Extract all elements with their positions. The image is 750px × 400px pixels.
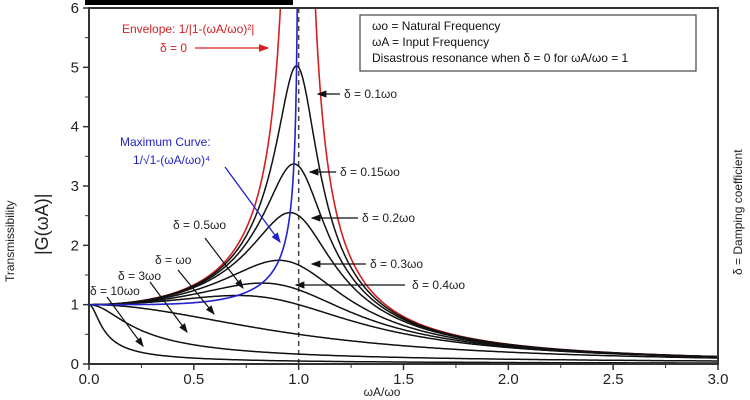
envelope-label: Envelope: 1/|1-(ωA/ωo)²|	[122, 22, 254, 36]
series-label: δ = 0.2ωo	[362, 211, 415, 225]
maximum-curve	[89, 8, 299, 306]
x-tick-label: 2.0	[498, 371, 519, 388]
maximum-curve-formula: 1/√1-(ωA/ωo)⁴	[133, 153, 210, 167]
series-label: δ = 10ωo	[90, 284, 140, 298]
series-label-arrow	[106, 296, 144, 347]
x-tick-label: 0.5	[183, 371, 204, 388]
damping-curve	[89, 303, 718, 364]
y-tick-label: 2	[71, 237, 79, 254]
series-label: δ = 0.1ωo	[344, 87, 397, 101]
x-tick-label: 0.0	[79, 371, 100, 388]
y-tick-label: 1	[71, 297, 79, 314]
x-tick-label: 1.5	[393, 371, 414, 388]
legend-line-3: Disastrous resonance when δ = 0 for ωA/ω…	[372, 51, 629, 65]
series-label: δ = 0.3ωo	[370, 257, 423, 271]
x-tick-label: 3.0	[708, 371, 729, 388]
right-axis-label: δ = Damping coefficient	[731, 149, 745, 275]
y-tick-label: 6	[71, 0, 79, 17]
series-label: δ = 3ωo	[118, 269, 161, 283]
series-label: δ = ωo	[155, 253, 192, 267]
y-tick-label: 4	[71, 119, 79, 136]
x-tick-label: 2.5	[603, 371, 624, 388]
legend-line-1: ωo = Natural Frequency	[372, 19, 500, 33]
series-label-arrow	[204, 237, 244, 289]
series-label: δ = 0.4ωo	[412, 278, 465, 292]
damping-curve	[89, 303, 718, 359]
damping-curve	[89, 294, 718, 358]
x-axis-label: ωA/ωo	[364, 385, 401, 399]
y-axis-label: Transmissibility	[3, 200, 17, 282]
series-label: δ = 0.5ωo	[173, 218, 226, 232]
series-label: δ = 0.15ωo	[340, 165, 400, 179]
envelope-delta-label: δ = 0	[160, 41, 187, 55]
x-tick-label: 1.0	[288, 371, 309, 388]
y-axis-symbol: |G(ωA)|	[32, 194, 52, 255]
legend-box: ωo = Natural Frequency ωA = Input Freque…	[359, 14, 697, 72]
damping-curve	[89, 303, 718, 362]
top-black-bar	[85, 0, 293, 5]
series-label-arrow	[177, 269, 215, 315]
y-tick-label: 5	[71, 59, 79, 76]
legend-line-2: ωA = Input Frequency	[372, 35, 489, 49]
maximum-curve-label: Maximum Curve:	[120, 135, 211, 149]
series-label-arrow	[149, 281, 188, 333]
y-tick-label: 0	[71, 356, 79, 373]
maximum-curve-arrow	[224, 166, 281, 244]
y-tick-label: 3	[71, 178, 79, 195]
